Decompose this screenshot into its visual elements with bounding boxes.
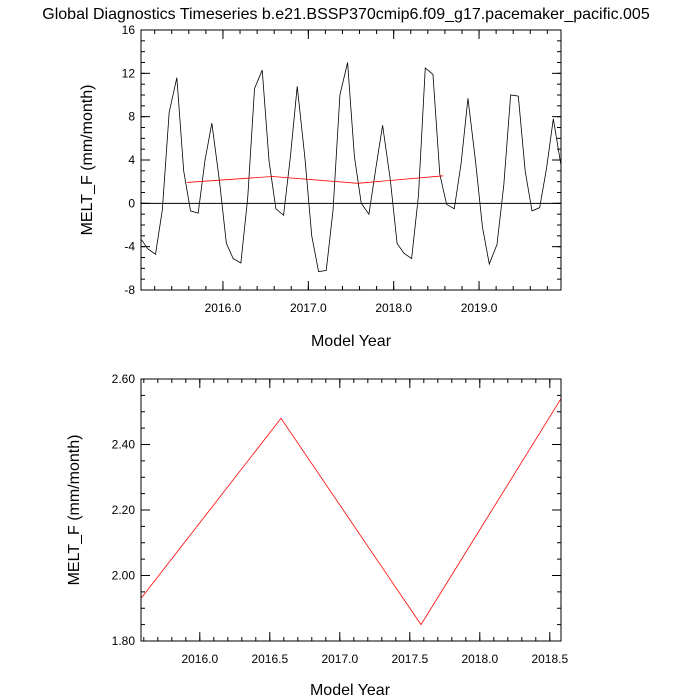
y-tick-label: 8 bbox=[128, 110, 135, 124]
x-tick-label: 2016.0 bbox=[205, 301, 242, 315]
top-x-axis-title: Model Year bbox=[311, 333, 392, 350]
bottom-chart: 2016.0 2016.5 2017.0 2017.5 2018.0 2018.5 1.80… bbox=[66, 372, 568, 699]
top-y-axis-title: MELT_F (mm/month) bbox=[79, 85, 96, 236]
y-tick-label: 0 bbox=[128, 196, 135, 210]
bottom-x-axis-title: Model Year bbox=[310, 682, 391, 699]
top-annual-series-line bbox=[187, 175, 444, 184]
x-tick-label: 2019.0 bbox=[461, 301, 498, 315]
y-tick-label: 4 bbox=[128, 153, 135, 167]
y-tick-label: 1.80 bbox=[112, 634, 136, 648]
y-tick-label: -8 bbox=[124, 283, 135, 297]
x-tick-label: 2018.0 bbox=[461, 652, 498, 666]
figure-title: Global Diagnostics Timeseries b.e21.BSSP… bbox=[42, 6, 650, 23]
top-tick-labels: 2016.0 2017.0 2018.0 2019.0 -8 -4 0 4 8 12 16 bbox=[122, 23, 498, 315]
top-ticks bbox=[141, 29, 561, 291]
top-monthly-series-line bbox=[140, 62, 562, 273]
x-tick-label: 2016.5 bbox=[251, 652, 288, 666]
y-tick-label: 2.60 bbox=[112, 372, 136, 386]
bottom-annual-series-line bbox=[140, 398, 562, 626]
y-tick-label: -4 bbox=[124, 240, 135, 254]
y-tick-label: 2.00 bbox=[112, 569, 136, 583]
bottom-plot-frame bbox=[140, 378, 562, 642]
x-tick-label: 2017.0 bbox=[290, 301, 327, 315]
y-tick-label: 2.20 bbox=[112, 503, 136, 517]
x-tick-label: 2017.0 bbox=[321, 652, 358, 666]
x-tick-label: 2018.5 bbox=[531, 652, 568, 666]
y-tick-label: 16 bbox=[122, 23, 136, 37]
bottom-tick-labels: 2016.0 2016.5 2017.0 2017.5 2018.0 2018.5 1.80… bbox=[112, 372, 569, 666]
bottom-y-axis-title: MELT_F (mm/month) bbox=[66, 435, 83, 586]
y-tick-label: 12 bbox=[122, 66, 136, 80]
x-tick-label: 2016.0 bbox=[181, 652, 218, 666]
y-tick-label: 2.40 bbox=[112, 438, 136, 452]
top-plot-frame bbox=[140, 29, 562, 291]
bottom-ticks bbox=[141, 378, 561, 642]
top-chart: 2016.0 2017.0 2018.0 2019.0 -8 -4 0 4 8 12 16 Mode… bbox=[79, 23, 562, 350]
x-tick-label: 2017.5 bbox=[391, 652, 428, 666]
x-tick-label: 2018.0 bbox=[375, 301, 412, 315]
